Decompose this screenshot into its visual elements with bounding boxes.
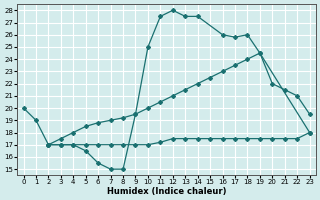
- X-axis label: Humidex (Indice chaleur): Humidex (Indice chaleur): [107, 187, 226, 196]
